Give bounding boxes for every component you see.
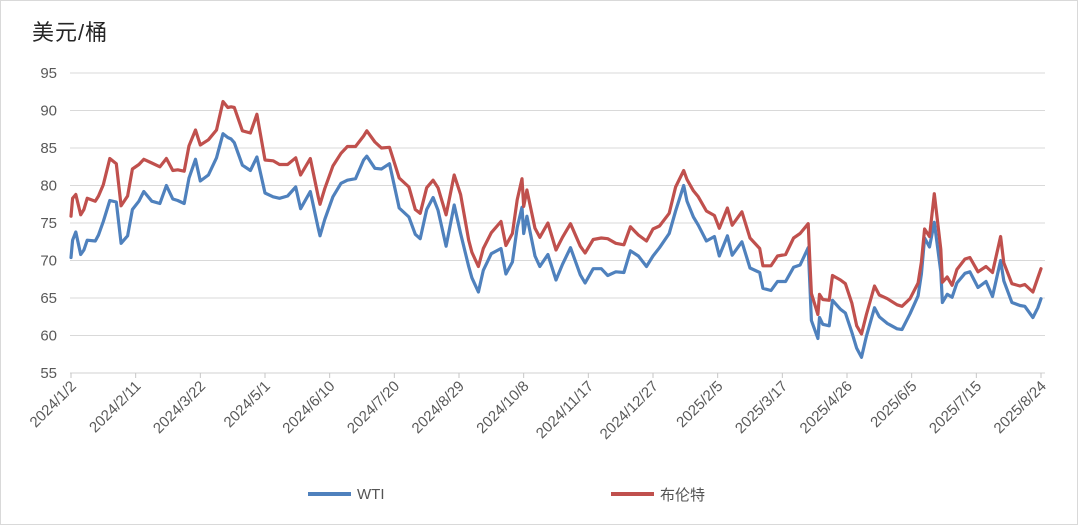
x-axis-label: 2024/11/17 [533, 378, 597, 442]
x-axis-label: 2024/6/10 [279, 378, 338, 437]
x-axis-label: 2024/12/27 [597, 378, 662, 443]
legend-entry-brent: 布伦特 [611, 484, 705, 504]
x-axis-label: 2025/6/5 [867, 378, 920, 431]
y-axis-label: 55 [40, 365, 57, 382]
y-axis-label: 80 [40, 178, 57, 195]
brent-line [69, 99, 1043, 336]
y-axis-label: 75 [40, 215, 57, 232]
wti-line-swatch [308, 492, 351, 496]
x-axis-label: 2025/7/15 [926, 378, 985, 437]
legend-label-wti: WTI [357, 485, 385, 503]
x-axis-label: 2025/8/24 [991, 378, 1050, 437]
y-axis-label: 65 [40, 290, 57, 307]
x-axis-label: 2025/2/5 [673, 378, 726, 431]
x-axis-label: 2024/5/1 [221, 378, 274, 431]
x-axis-label: 2024/7/20 [344, 378, 403, 437]
legend: WTI 布伦特 [1, 484, 1077, 504]
y-axis-label: 70 [40, 253, 57, 270]
x-axis-label: 2025/4/26 [797, 378, 856, 437]
y-axis-label: 95 [40, 65, 57, 82]
chart-title: 美元/桶 [32, 20, 109, 45]
x-axis-label: 2025/3/17 [732, 378, 791, 437]
x-axis-label: 2024/1/2 [27, 378, 80, 431]
wti-line [69, 132, 1043, 359]
y-axis-label: 90 [40, 103, 57, 120]
x-axis-label: 2024/3/22 [150, 378, 209, 437]
brent-line-swatch [611, 492, 654, 496]
x-axis-label: 2024/8/29 [409, 378, 468, 437]
y-axis-label: 60 [40, 328, 57, 345]
y-axis-label: 85 [40, 140, 57, 157]
x-axis-label: 2024/2/11 [86, 378, 144, 436]
legend-label-brent: 布伦特 [660, 486, 706, 504]
legend-entry-wti: WTI [308, 484, 385, 504]
x-axis-label: 2024/10/8 [473, 378, 532, 437]
